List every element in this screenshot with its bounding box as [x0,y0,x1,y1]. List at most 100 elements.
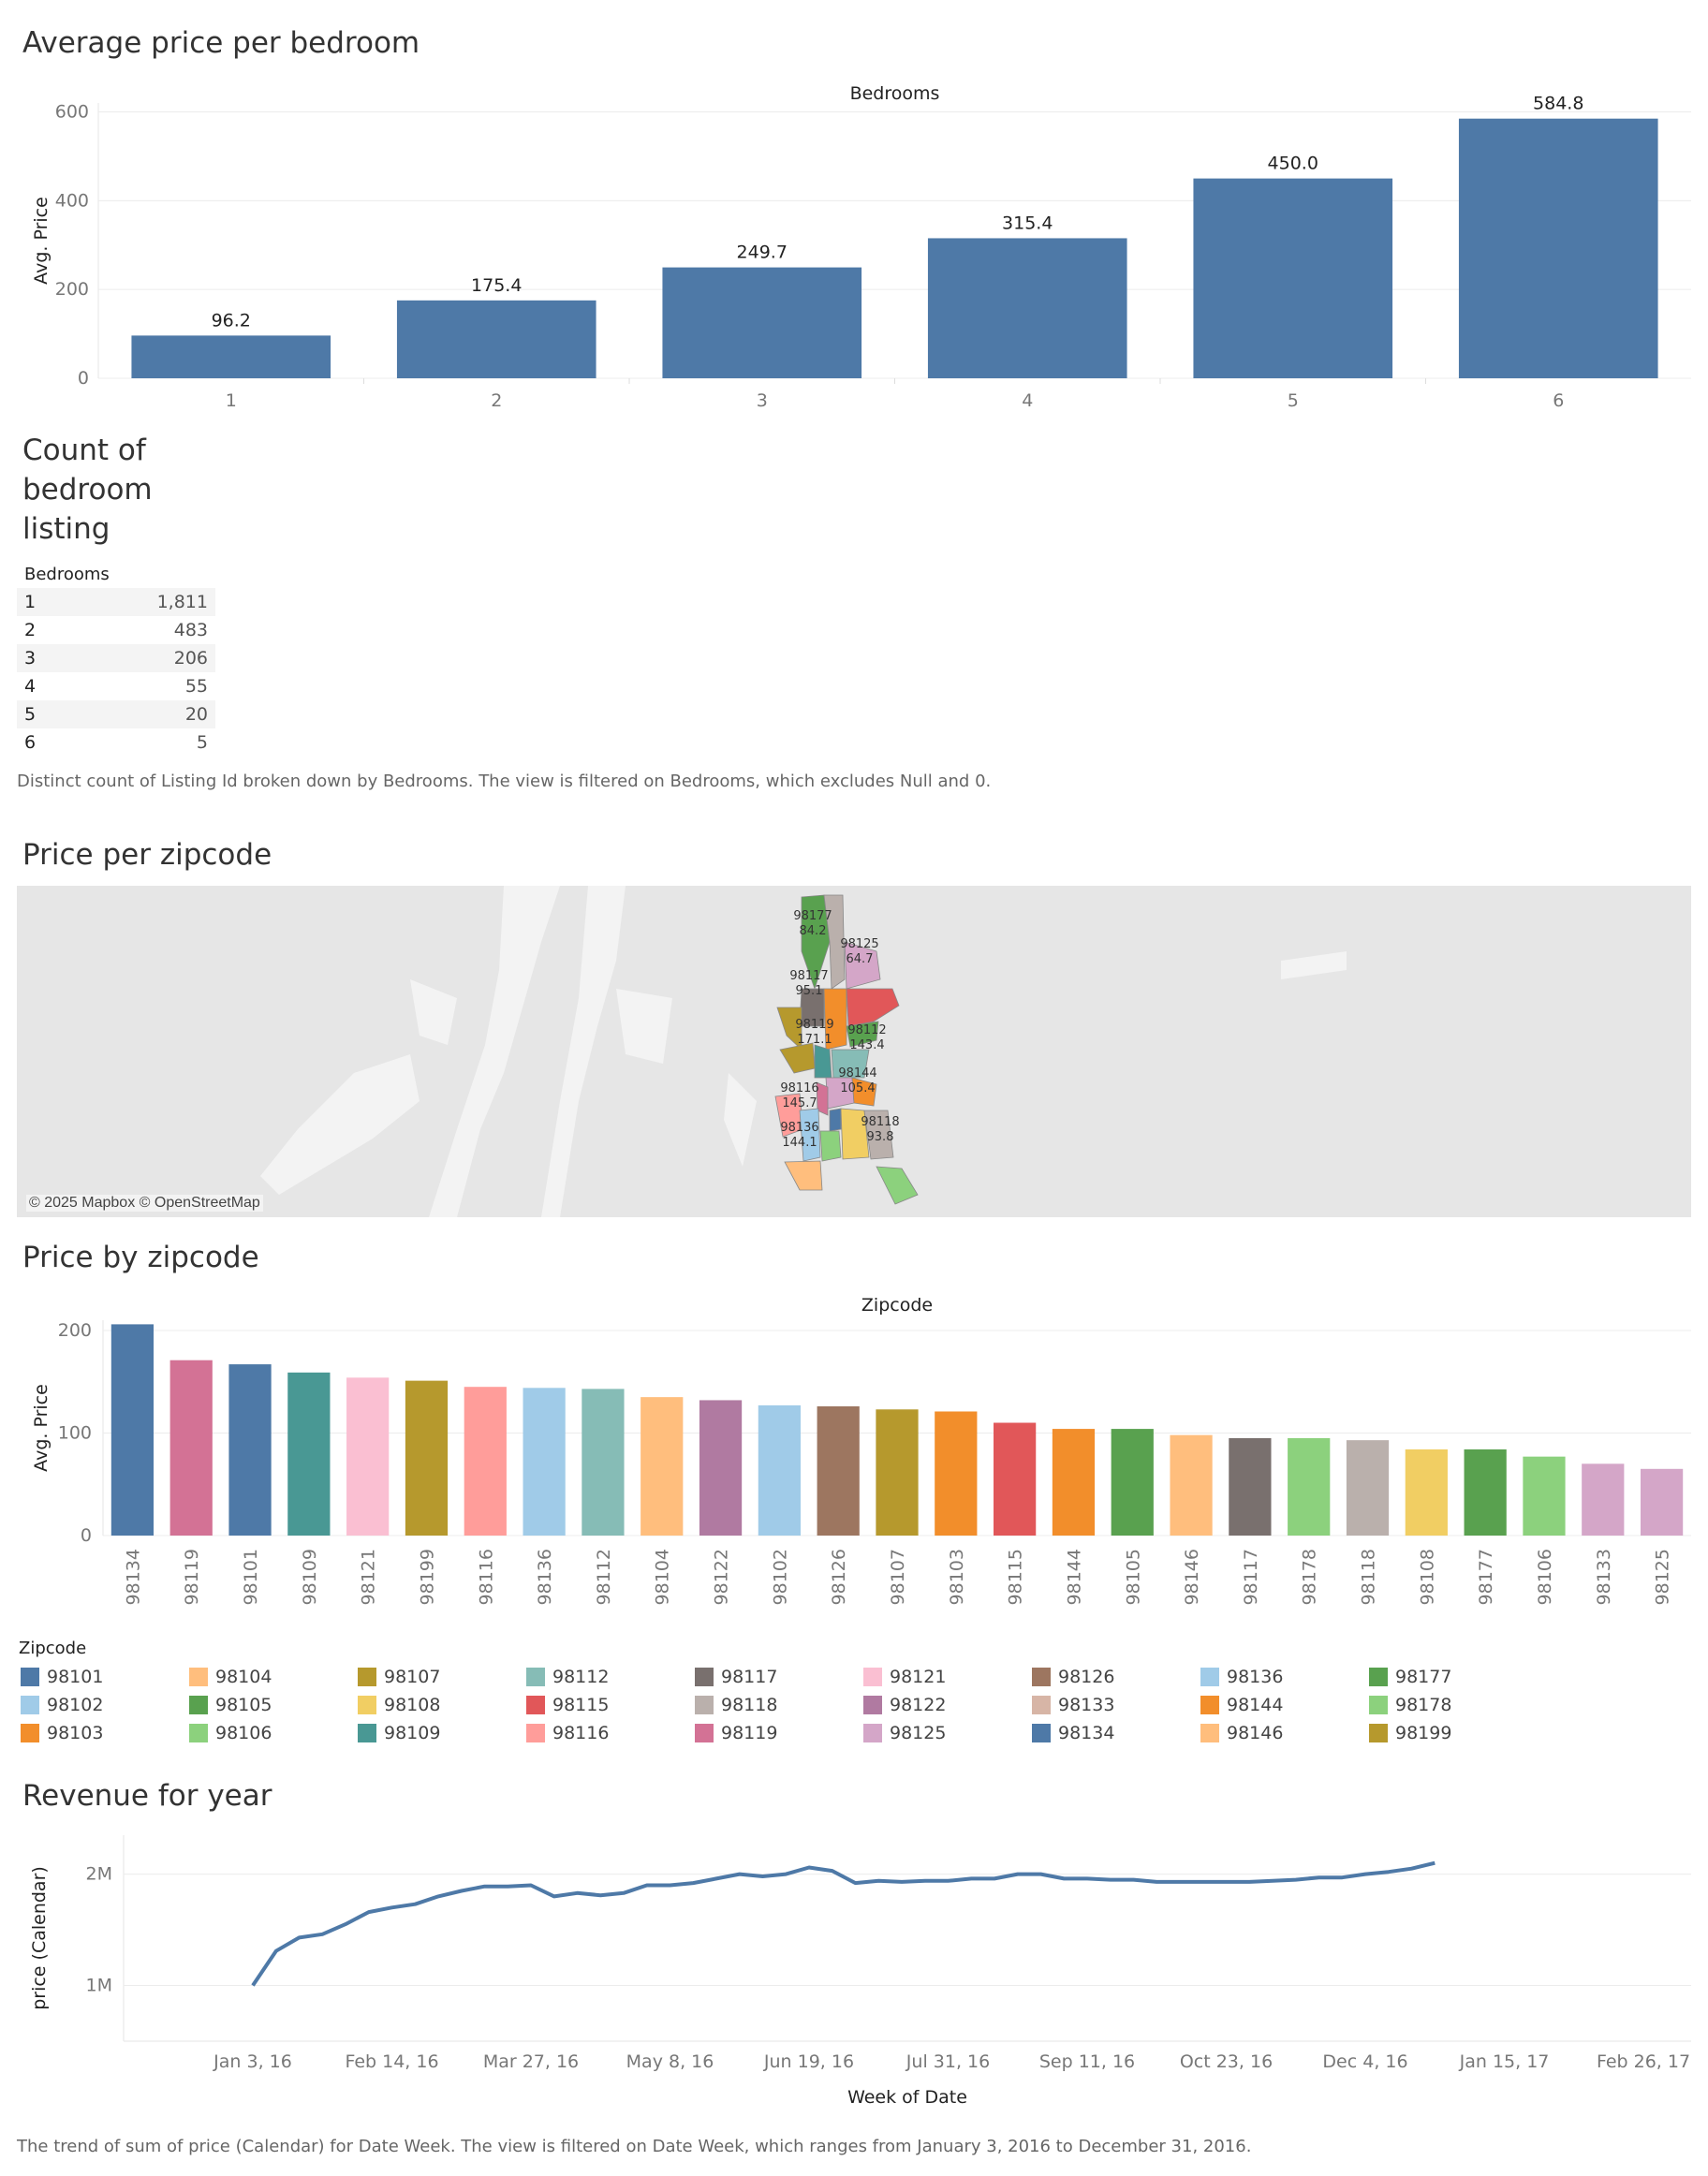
legend-item-98121[interactable]: 98121 [863,1663,1032,1691]
zipcode-map[interactable]: 98177 84.2 98125 64.7 98117 95.1 98119 171.1 981… [17,886,1691,1217]
count-row-5[interactable]: 5 20 [17,700,215,728]
chart2-bar-98104[interactable] [640,1397,684,1536]
chart1-bar-3[interactable] [662,267,862,378]
legend-item-98118[interactable]: 98118 [695,1691,863,1719]
map-zip-value: 93.8 [867,1130,894,1144]
chart2-bar-98133[interactable] [1582,1463,1625,1536]
map-zip-region[interactable] [814,1044,832,1079]
map-zip-region[interactable] [816,1081,829,1116]
map-zip-region[interactable] [823,988,847,1051]
legend-label: 98146 [1227,1723,1284,1743]
chart2-bar-98102[interactable] [758,1404,801,1536]
legend-item-98133[interactable]: 98133 [1032,1691,1200,1719]
legend-swatch [1032,1668,1051,1686]
legend-item-98101[interactable]: 98101 [21,1663,189,1691]
legend-item-98134[interactable]: 98134 [1032,1719,1200,1747]
chart2-ytick: 200 [58,1320,92,1341]
legend-item-98126[interactable]: 98126 [1032,1663,1200,1691]
legend-item-98105[interactable]: 98105 [189,1691,358,1719]
count-row-2[interactable]: 2 483 [17,616,215,644]
chart2-xtick: 98116 [476,1549,496,1605]
chart1-bar-6[interactable] [1458,118,1658,378]
chart2-bar-98177[interactable] [1464,1449,1507,1536]
chart2-bar-98109[interactable] [287,1372,331,1536]
legend-item-98199[interactable]: 98199 [1369,1719,1538,1747]
chart2-bar-98126[interactable] [817,1406,860,1536]
map-zip-label: 98125 [840,937,878,951]
legend-item-98144[interactable]: 98144 [1200,1691,1369,1719]
chart2-bar-98115[interactable] [994,1422,1037,1536]
chart3-series-line[interactable] [251,1860,1436,1987]
chart2-bar-98112[interactable] [582,1389,625,1536]
chart1-bar-1[interactable] [131,335,331,378]
legend-item-98112[interactable]: 98112 [526,1663,695,1691]
chart2-header: Zipcode [861,1295,933,1316]
legend-item-98108[interactable]: 98108 [358,1691,526,1719]
map-zip-region[interactable] [779,1042,816,1074]
chart2-bar-98199[interactable] [405,1380,449,1536]
chart2-bar-98103[interactable] [935,1411,978,1536]
legend-item-98104[interactable]: 98104 [189,1663,358,1691]
legend-item-98115[interactable]: 98115 [526,1691,695,1719]
chart2-bar-98122[interactable] [699,1400,743,1536]
legend-item-98116[interactable]: 98116 [526,1719,695,1747]
legend-item-98117[interactable]: 98117 [695,1663,863,1691]
map-zip-region[interactable] [846,1021,879,1048]
legend-item-98146[interactable]: 98146 [1200,1719,1369,1747]
chart2-bar-98134[interactable] [110,1324,155,1536]
map-zip-region[interactable] [819,1130,842,1162]
legend-item-98136[interactable]: 98136 [1200,1663,1369,1691]
chart2-bar-98107[interactable] [876,1409,919,1536]
chart2-bar-98119[interactable] [169,1360,213,1536]
map-zip-region[interactable] [846,988,900,1027]
chart2-bar-98116[interactable] [464,1387,507,1536]
map-zip-region[interactable] [823,894,846,990]
chart2-bar-98117[interactable] [1229,1437,1272,1536]
count-row-4[interactable]: 4 55 [17,672,215,700]
legend-item-98102[interactable]: 98102 [21,1691,189,1719]
legend-item-98119[interactable]: 98119 [695,1719,863,1747]
map-water [410,979,457,1045]
chart2-bar-98125[interactable] [1640,1468,1684,1536]
count-key: 1 [24,592,37,612]
count-row-1[interactable]: 1 1,811 [17,588,215,616]
chart2-bar-98108[interactable] [1405,1449,1448,1536]
chart3-xtick: Jan 3, 16 [213,2051,292,2072]
chart2-bar-98101[interactable] [228,1364,272,1536]
chart1-bar-4[interactable] [927,238,1127,378]
chart2-bar-98178[interactable] [1288,1437,1331,1536]
legend-item-98178[interactable]: 98178 [1369,1691,1538,1719]
map-zip-region[interactable] [840,1108,870,1160]
chart2-bar-98121[interactable] [346,1377,390,1536]
map-zip-region[interactable] [829,1108,842,1132]
legend-item-98103[interactable]: 98103 [21,1719,189,1747]
chart1-bar-2[interactable] [396,300,596,378]
count-row-3[interactable]: 3 206 [17,644,215,672]
map-credit[interactable]: © 2025 Mapbox © OpenStreetMap [26,1195,263,1212]
chart2-bar-98118[interactable] [1346,1440,1390,1536]
legend-item-98107[interactable]: 98107 [358,1663,526,1691]
chart1-bar-5[interactable] [1193,178,1393,378]
legend-item-98125[interactable]: 98125 [863,1719,1032,1747]
map-zip-region[interactable] [799,1108,821,1162]
chart2-bar-98106[interactable] [1523,1456,1566,1536]
legend-item-98109[interactable]: 98109 [358,1719,526,1747]
legend-item-98106[interactable]: 98106 [189,1719,358,1747]
map-zip-region[interactable] [851,1077,877,1107]
map-zip-region[interactable] [784,1160,823,1191]
map-zip-region[interactable] [801,894,831,991]
chart2-bar-98144[interactable] [1052,1429,1096,1536]
chart2-bar-98105[interactable] [1111,1429,1154,1536]
chart2-ytick: 0 [81,1525,92,1546]
chart2-xtick: 98106 [1535,1549,1555,1605]
map-zip-region[interactable] [831,1049,870,1079]
map-zip-region[interactable] [863,1110,894,1160]
map-zip-region[interactable] [876,1166,919,1205]
chart2-bar-98136[interactable] [523,1388,566,1536]
chart3-xtick: Feb 26, 17 [1597,2051,1690,2072]
legend-item-98177[interactable]: 98177 [1369,1663,1538,1691]
legend-item-98122[interactable]: 98122 [863,1691,1032,1719]
map-zip-region[interactable] [844,941,881,990]
chart2-bar-98146[interactable] [1170,1434,1213,1536]
